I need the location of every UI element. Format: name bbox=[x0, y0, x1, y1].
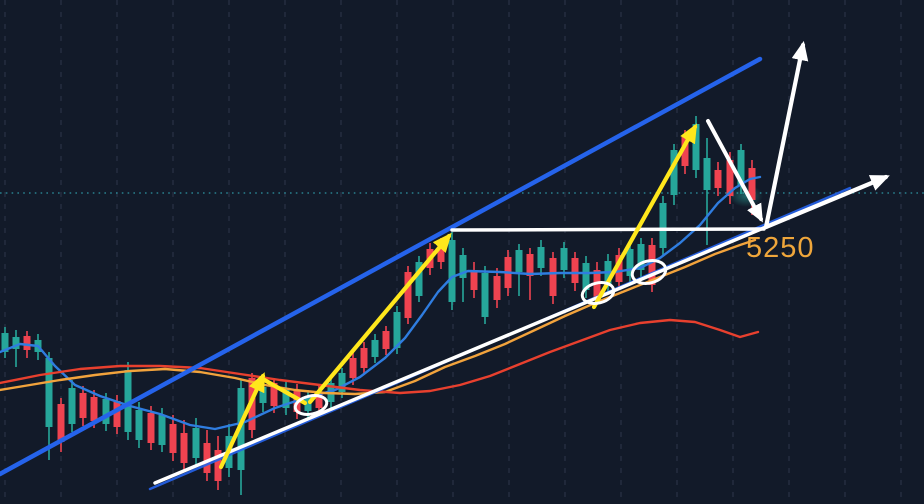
candle-body bbox=[68, 388, 76, 424]
candle-body bbox=[57, 404, 65, 442]
candle-body bbox=[714, 170, 722, 188]
yellow-impulse-1 bbox=[218, 372, 266, 470]
candle-body bbox=[470, 270, 478, 290]
candle-body bbox=[537, 247, 545, 268]
candle-body bbox=[158, 415, 166, 445]
highlights-layer bbox=[293, 259, 668, 416]
support-trendline-white bbox=[153, 225, 768, 485]
yellow-pullback-segment bbox=[258, 375, 308, 406]
candle-body bbox=[560, 248, 568, 270]
candle-body bbox=[626, 249, 634, 276]
white-projection-right-arrow bbox=[763, 174, 890, 230]
candle-body bbox=[437, 244, 445, 262]
candle-body bbox=[393, 312, 401, 348]
candle-body bbox=[659, 203, 667, 248]
candle-body bbox=[90, 397, 98, 421]
upper-channel-line bbox=[0, 56, 763, 477]
yellow-impulse-3 bbox=[591, 123, 698, 310]
candle-body bbox=[147, 413, 155, 443]
candle-body bbox=[338, 373, 346, 392]
candle-body bbox=[726, 160, 734, 196]
candle-body bbox=[670, 150, 678, 195]
candle-body bbox=[113, 401, 121, 427]
ma-orange bbox=[0, 238, 757, 396]
price-target-label: 5250 bbox=[746, 232, 815, 264]
candle-body bbox=[459, 255, 467, 278]
candle-body bbox=[214, 450, 222, 481]
candle-body bbox=[582, 263, 590, 290]
highlight-ellipse bbox=[293, 394, 329, 416]
candle-body bbox=[737, 150, 745, 186]
candle-body bbox=[282, 388, 290, 408]
candle-body bbox=[315, 392, 323, 408]
candle-body bbox=[45, 358, 53, 427]
candle-body bbox=[404, 272, 412, 318]
candle-body bbox=[615, 255, 623, 282]
candle-body bbox=[360, 348, 368, 368]
candles-layer bbox=[1, 116, 756, 495]
candle-body bbox=[648, 245, 656, 285]
candle-body bbox=[192, 428, 200, 458]
candle-body bbox=[124, 370, 132, 432]
candle-body bbox=[692, 124, 700, 170]
candle-body bbox=[270, 383, 278, 406]
candle-body bbox=[371, 340, 379, 357]
candle-body bbox=[1, 333, 9, 352]
highlight-ellipse bbox=[630, 259, 668, 285]
candle-body bbox=[382, 331, 390, 349]
candle-body bbox=[259, 387, 267, 403]
candle-body bbox=[180, 433, 188, 463]
candle-body bbox=[79, 393, 87, 418]
resistance-horizontal-line bbox=[450, 227, 766, 232]
moving-averages-layer bbox=[0, 175, 762, 431]
candle-body bbox=[515, 250, 523, 272]
candle-body bbox=[203, 443, 211, 473]
ma-blue bbox=[0, 175, 762, 431]
trendlines-layer bbox=[0, 56, 852, 491]
candle-body bbox=[637, 244, 645, 270]
candle-body bbox=[448, 240, 456, 302]
highlight-ellipse bbox=[580, 281, 616, 305]
candle-body bbox=[135, 410, 143, 440]
candle-body bbox=[681, 137, 689, 166]
candle-body bbox=[304, 396, 312, 411]
candle-body bbox=[481, 273, 489, 317]
candle-body bbox=[237, 388, 245, 470]
candle-body bbox=[349, 358, 357, 378]
candle-body bbox=[703, 158, 711, 190]
candle-body bbox=[748, 168, 756, 200]
yellow-impulse-2 bbox=[307, 232, 452, 405]
candle-body bbox=[169, 424, 177, 453]
candle-body bbox=[12, 337, 20, 349]
ma-red bbox=[0, 318, 760, 395]
candle-body bbox=[604, 261, 612, 286]
candle-body bbox=[571, 258, 579, 283]
white-decline-arrow bbox=[706, 119, 763, 223]
white-projection-up-arrow bbox=[763, 40, 809, 230]
candle-body bbox=[549, 258, 557, 296]
candle-body bbox=[102, 399, 110, 424]
candle-body bbox=[415, 262, 423, 296]
candle-body bbox=[493, 276, 501, 300]
arrows-layer bbox=[218, 40, 890, 470]
candle-body bbox=[23, 336, 31, 350]
candle-body bbox=[526, 254, 534, 276]
